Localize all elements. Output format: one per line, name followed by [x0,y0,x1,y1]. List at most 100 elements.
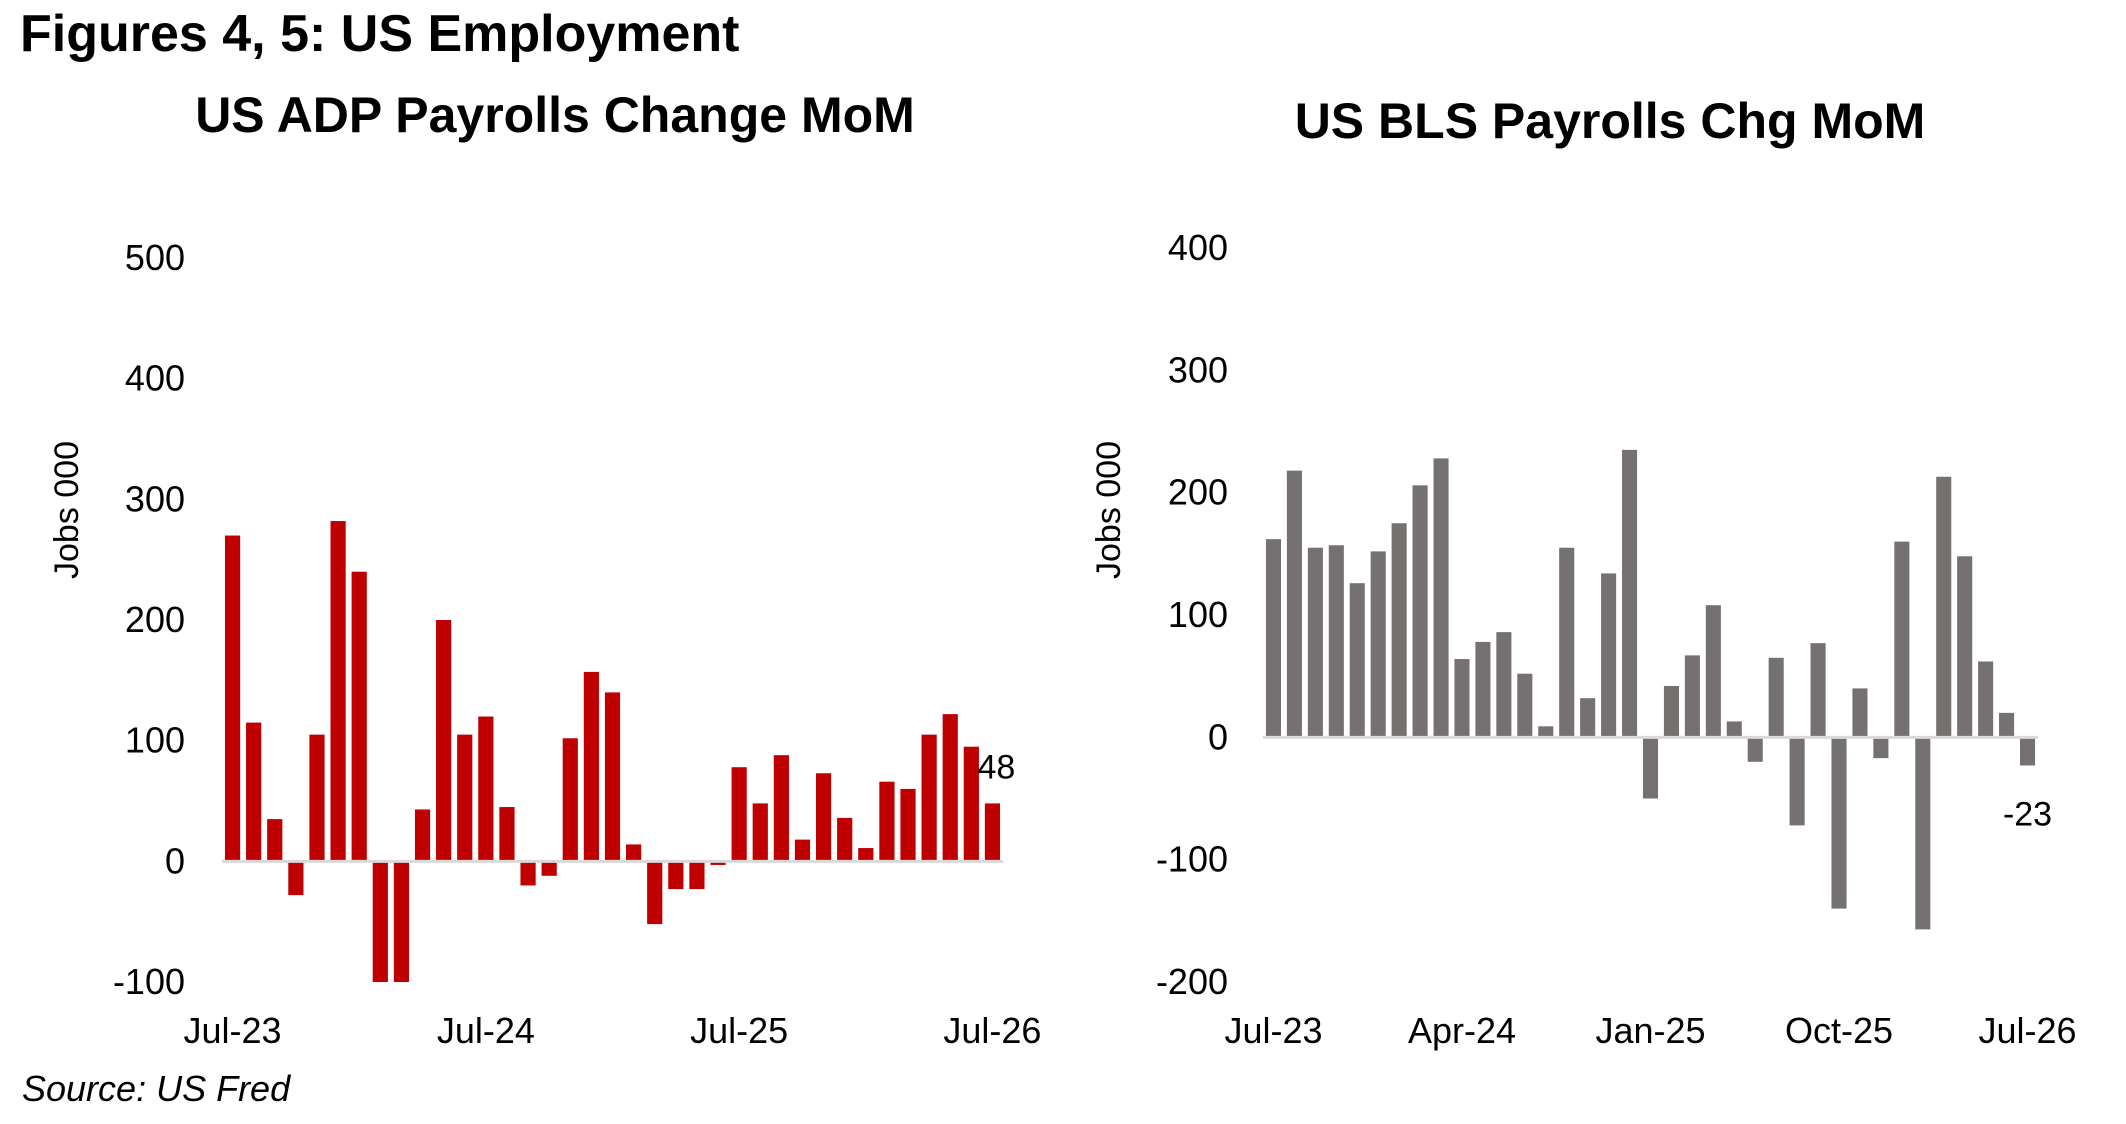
bls-bar [1999,712,2015,738]
adp-bar [541,861,557,876]
bls-bar [1517,673,1533,738]
bls-y-tick-label: 100 [1168,594,1228,635]
adp-bar [879,781,895,862]
bls-bar [1265,539,1282,738]
adp-bar [984,803,1001,862]
bls-y-tick-label: 200 [1168,472,1228,513]
adp-bar [309,734,325,862]
bls-y-axis-label: Jobs 000 [1090,441,1128,579]
bls-bar [1789,737,1805,826]
adp-y-tick-label: 300 [125,478,185,519]
adp-bar [478,716,494,862]
adp-bar [900,788,916,862]
bls-bar [1538,726,1554,738]
bls-x-tick-label: Oct-25 [1785,1010,1893,1051]
bls-bar [1831,737,1847,909]
adp-bar [583,671,599,862]
adp-bar [689,861,705,890]
adp-bar [372,861,388,982]
adp-bar [794,839,811,862]
bls-bar [1601,573,1617,738]
main-title: Figures 4, 5: US Employment [20,5,740,63]
adp-bar [963,746,979,862]
adp-bar [351,571,367,862]
source-note: Source: US Fred [22,1068,291,1109]
adp-bar [837,817,853,862]
adp-y-tick-label: 200 [125,599,185,640]
bls-bar [1433,458,1449,738]
adp-bar [414,809,431,862]
adp-bar [815,773,832,862]
bls-bar [1496,632,1512,738]
adp-y-tick-label: 400 [125,358,185,399]
adp-bar [436,620,452,862]
bls-x-tick-label: Jul-26 [1978,1010,2076,1051]
bls-y-tick-label: 400 [1168,227,1228,268]
bls-bar [1957,556,1973,738]
adp-y-axis-label: Jobs 000 [48,441,86,579]
adp-bar [499,807,515,862]
adp-x-tick-label: Jul-23 [184,1010,282,1051]
bls-chart-title: US BLS Payrolls Chg MoM [1295,93,1926,149]
bls-bar [1684,655,1700,738]
bls-bar [1475,641,1491,738]
adp-bar [647,861,663,925]
bls-bar [1412,485,1428,738]
adp-bar [626,844,642,862]
bls-last-value-label: -23 [2003,795,2052,833]
adp-bar [562,738,578,862]
bls-bar [1915,737,1931,930]
bls-bar [1307,547,1323,738]
bls-bar [1349,583,1365,738]
bls-bar [1663,685,1679,738]
bls-bar [1873,737,1889,759]
bls-x-tick-label: Jan-25 [1595,1010,1705,1051]
adp-bar [731,767,747,862]
adp-bar [224,535,241,862]
bls-bar [1391,523,1407,738]
adp-x-tick-label: Jul-26 [943,1010,1041,1051]
adp-bar [858,848,874,862]
adp-bar [393,861,410,982]
bls-bar [1726,721,1742,738]
bls-bar [1642,737,1659,799]
bls-bar [1768,657,1784,738]
bls-bar [1559,547,1575,738]
adp-bar [942,714,958,862]
bls-bar [1810,643,1826,738]
adp-bar [288,861,304,896]
bls-x-tick-label: Jul-23 [1224,1010,1322,1051]
bls-bar [1580,698,1596,738]
adp-bar [752,803,768,862]
adp-bar [330,521,346,862]
adp-x-tick-label: Jul-25 [690,1010,788,1051]
adp-payrolls-chart: US ADP Payrolls Change MoM Jobs 000 -100… [48,87,1041,1051]
bls-bar [1454,659,1470,738]
adp-chart-title: US ADP Payrolls Change MoM [195,87,915,143]
adp-y-tick-label: 100 [125,720,185,761]
bls-bar [1286,470,1302,738]
bls-y-tick-label: -100 [1156,839,1228,880]
adp-bar [773,755,789,862]
bls-bar [1328,545,1344,738]
bls-bar [1852,688,1868,738]
bls-x-tick-label: Apr-24 [1408,1010,1516,1051]
bls-bar [1747,737,1763,762]
bls-bar [2019,737,2036,766]
adp-x-tick-label: Jul-24 [437,1010,535,1051]
adp-bar [604,692,621,862]
bls-bar [1936,476,1952,738]
adp-bar [246,722,262,862]
adp-y-tick-label: -100 [113,961,185,1002]
adp-bar [921,734,937,862]
bls-bar [1705,605,1721,738]
adp-y-tick-label: 0 [165,840,185,881]
adp-y-tick-label: 500 [125,237,185,278]
bls-payrolls-chart: US BLS Payrolls Chg MoM Jobs 000 -200 -10… [1090,93,2077,1051]
adp-bar [457,734,473,862]
adp-bar [710,861,726,865]
adp-bar [267,819,283,862]
bls-y-tick-label: -200 [1156,961,1228,1002]
adp-bar [668,861,684,890]
